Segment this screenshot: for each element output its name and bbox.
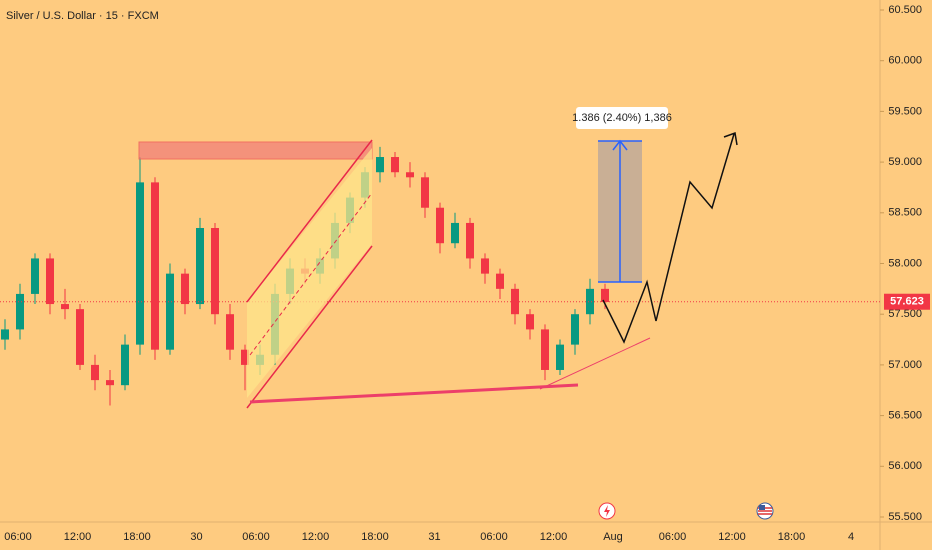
- x-tick-label: 18:00: [361, 531, 389, 543]
- x-tick-label: 06:00: [4, 531, 32, 543]
- annotation: 1.386 (2.40%) 1,386: [572, 112, 672, 124]
- y-tick-label: 55.500: [888, 511, 922, 523]
- candle-body: [421, 177, 429, 208]
- candle-body: [16, 293, 24, 330]
- candle-body: [556, 344, 564, 370]
- candle-body: [496, 273, 504, 289]
- candle-body: [211, 228, 219, 315]
- y-tick-label: 57.000: [888, 359, 922, 371]
- candle-body: [61, 304, 69, 310]
- measure-arrowhead: [612, 139, 628, 151]
- candle-body: [436, 207, 444, 244]
- resistance-zone: [138, 141, 373, 160]
- candle-body: [601, 288, 609, 303]
- candle-body: [76, 309, 84, 365]
- candle-body: [451, 222, 459, 244]
- channel-mid: [249, 192, 373, 356]
- x-tick-label: 12:00: [718, 531, 746, 543]
- y-tick-label: 60.000: [888, 55, 922, 67]
- candle-body: [1, 329, 9, 340]
- candle-body: [196, 228, 204, 305]
- candle-body: [481, 258, 489, 274]
- y-tick-label: 59.000: [888, 156, 922, 168]
- current-price-box: [884, 293, 930, 310]
- trend-line: [539, 337, 651, 390]
- x-tick-label: 18:00: [123, 531, 151, 543]
- y-tick-label: 57.500: [888, 308, 922, 320]
- candle-body: [91, 364, 99, 381]
- y-tick-label: 58.500: [888, 207, 922, 219]
- projection-path: [602, 133, 735, 344]
- y-tick-label: 60.500: [888, 4, 922, 16]
- x-tick-label: 06:00: [659, 531, 687, 543]
- x-tick-label: 06:00: [242, 531, 270, 543]
- support-line: [249, 383, 579, 404]
- candle-body: [31, 258, 39, 294]
- x-tick-label: 12:00: [302, 531, 330, 543]
- candle-body: [511, 288, 519, 315]
- x-tick-label: 12:00: [540, 531, 568, 543]
- candle-body: [241, 349, 249, 365]
- x-tick-label: 18:00: [778, 531, 806, 543]
- candle-body: [571, 314, 579, 345]
- candle-body: [151, 182, 159, 350]
- candle-body: [136, 182, 144, 345]
- x-tick-label: 06:00: [480, 531, 508, 543]
- candle-body: [376, 157, 384, 173]
- candle-body: [541, 329, 549, 370]
- channel-fill: [247, 148, 372, 398]
- flag-canton: [759, 505, 765, 510]
- x-tick-label: 31: [428, 531, 440, 543]
- channel-line: [246, 245, 373, 409]
- channel-line: [246, 139, 373, 303]
- candle-body: [46, 258, 54, 305]
- x-tick-label: Aug: [603, 531, 623, 543]
- chart-title: Silver / U.S. Dollar · 15 · FXCM: [6, 10, 159, 22]
- annotation-box: [576, 107, 668, 129]
- drawings: 1.386 (2.40%) 1,386: [138, 107, 774, 520]
- candle-body: [391, 157, 399, 173]
- x-tick-label: 12:00: [64, 531, 92, 543]
- y-tick-label: 59.500: [888, 105, 922, 117]
- candle-body: [466, 222, 474, 259]
- candle-body: [226, 314, 234, 350]
- y-tick-label: 56.500: [888, 410, 922, 422]
- candle-body: [166, 273, 174, 350]
- candle-body: [586, 288, 594, 315]
- candle-body: [121, 344, 129, 386]
- x-tick-label: 30: [190, 531, 202, 543]
- event-icon-bolt: [604, 505, 610, 517]
- projection-arrowhead: [723, 131, 738, 146]
- y-tick-label: 56.000: [888, 460, 922, 472]
- current-price-label: 57.623: [890, 296, 924, 308]
- x-tick-label: 4: [848, 531, 854, 543]
- candle-body: [406, 172, 414, 178]
- candle-body: [106, 380, 114, 386]
- y-tick-label: 58.000: [888, 257, 922, 269]
- candle-body: [181, 273, 189, 305]
- candle-body: [526, 314, 534, 330]
